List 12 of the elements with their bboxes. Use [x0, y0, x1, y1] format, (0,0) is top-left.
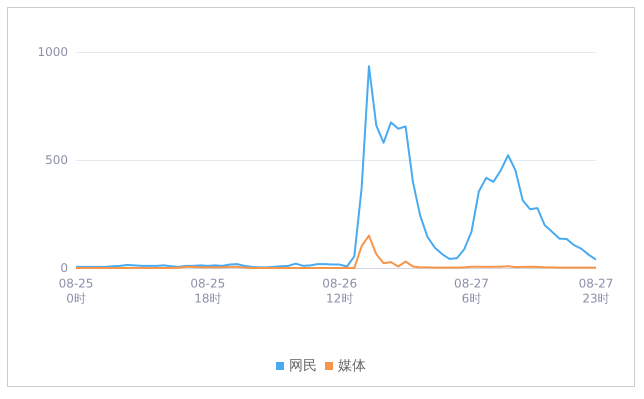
- x-tick-label: 08-27 6时: [454, 276, 489, 306]
- legend-label: 媒体: [338, 358, 366, 374]
- y-tick-label: 0: [60, 261, 68, 275]
- x-tick-label: 08-25 0时: [58, 276, 94, 306]
- x-tick-label: 08-26 12时: [322, 276, 358, 306]
- x-tick-label: 08-25 18时: [190, 276, 226, 306]
- line-series: [75, 234, 597, 269]
- legend-label: 网民: [289, 358, 317, 374]
- x-tick-label: 08-27 23时: [578, 276, 614, 306]
- y-tick-label: 500: [45, 153, 68, 167]
- y-tick-label: 1000: [37, 45, 68, 59]
- line-series: [75, 65, 597, 268]
